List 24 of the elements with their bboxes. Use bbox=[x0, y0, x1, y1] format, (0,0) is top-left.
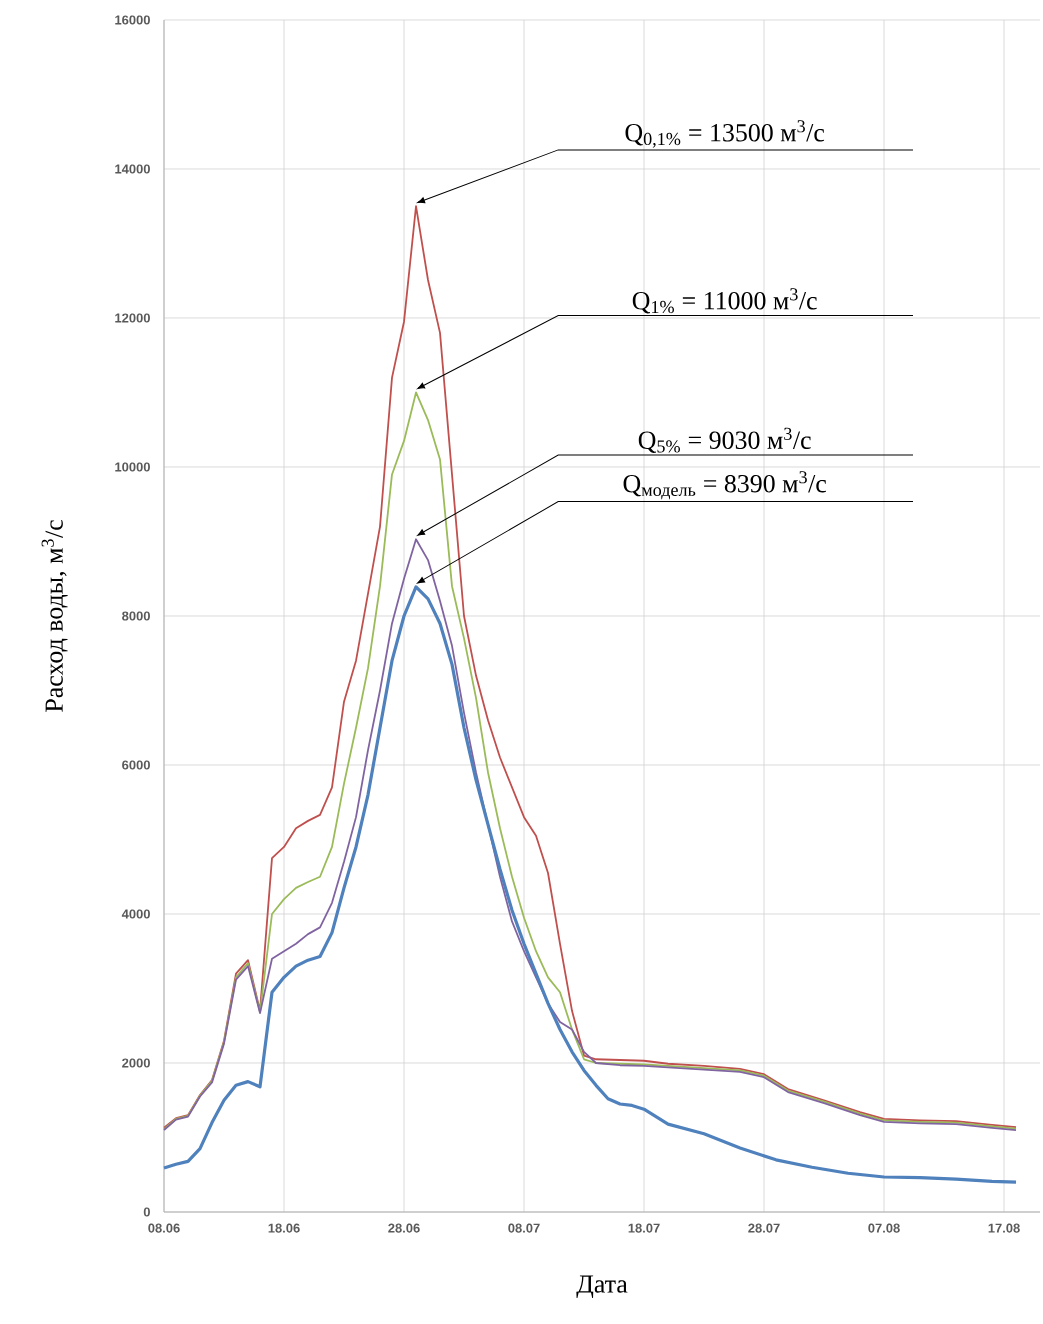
annotation: Q$_{1%}$ = 11000 м$^{3}$/с bbox=[632, 288, 817, 314]
x-tick-label: 28.06 bbox=[388, 1223, 420, 1233]
x-tick-label: 28.07 bbox=[748, 1223, 780, 1233]
y-tick-label: 6000 bbox=[122, 760, 150, 770]
x-tick-label: 08.07 bbox=[508, 1223, 540, 1233]
y-tick-label: 2000 bbox=[122, 1058, 150, 1068]
y-tick-label: 8000 bbox=[122, 611, 150, 621]
y-axis-title: Расход воды, м$^{3}$/с bbox=[41, 520, 68, 712]
annotation: Q$_{5%}$ = 9030 м$^{3}$/с bbox=[638, 427, 811, 453]
annotation: Q$_{модель}$ = 8390 м$^{3}$/с bbox=[623, 471, 827, 500]
y-tick-label: 4000 bbox=[121, 909, 150, 919]
y-tick-label: 12000 bbox=[115, 313, 150, 323]
y-tick-label: 0 bbox=[143, 1207, 150, 1217]
y-tick-label: 16000 bbox=[115, 15, 150, 25]
x-tick-label: 17.08 bbox=[988, 1223, 1020, 1233]
x-tick-label: 18.06 bbox=[268, 1223, 300, 1233]
x-tick-label: 07.08 bbox=[868, 1223, 900, 1233]
annotation: Q$_{0,1%}$ = 13500 м$^{3}$/с bbox=[625, 120, 825, 148]
y-tick-label: 10000 bbox=[115, 462, 150, 472]
line-series bbox=[163, 538, 1017, 1131]
x-tick-label: 08.06 bbox=[148, 1223, 180, 1233]
y-tick-label: 14000 bbox=[115, 164, 150, 174]
x-axis-title: Дата bbox=[576, 1275, 628, 1298]
x-tick-label: 18.07 bbox=[628, 1223, 660, 1233]
